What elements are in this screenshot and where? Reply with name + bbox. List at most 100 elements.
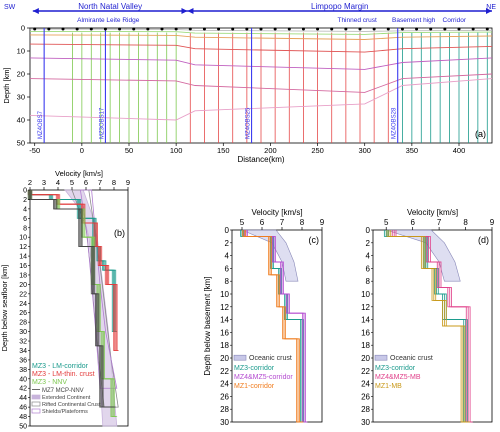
panel-label: (b) xyxy=(114,228,125,238)
y-tick-label: 18 xyxy=(19,272,27,279)
y-tick-label: 26 xyxy=(361,392,370,401)
legend-entry: MZ4&MZ5-corridor xyxy=(234,374,293,381)
y-tick-label: 50 xyxy=(17,139,25,148)
y-tick-label: 18 xyxy=(220,341,229,350)
legend-swatch xyxy=(233,354,247,361)
station-marker xyxy=(273,27,277,31)
plot-frame xyxy=(231,229,323,423)
panel-d: 5 6 7 8 9024681012141618202224262830Velocity… xyxy=(361,208,495,427)
velocity-profile xyxy=(244,230,304,423)
y-tick-label: 0 xyxy=(366,226,371,235)
feature-label: Almirante Leite Ridge xyxy=(77,17,140,24)
x-tick-label: 7 xyxy=(280,218,285,227)
y-tick-label: 4 xyxy=(225,252,230,261)
y-tick-label: 8 xyxy=(23,225,27,232)
station-marker xyxy=(47,27,51,31)
region-label: North Natal Valley xyxy=(78,2,142,11)
y-tick-label: 4 xyxy=(23,206,27,213)
region-arrowhead-left xyxy=(32,8,39,14)
y-tick-label: 30 xyxy=(361,418,370,427)
velocity-profile xyxy=(31,190,119,351)
y-tick-label: 30 xyxy=(220,418,229,427)
station-marker xyxy=(372,27,376,31)
end-label-ne: NE xyxy=(486,4,496,11)
station-marker xyxy=(217,27,221,31)
y-tick-label: 28 xyxy=(19,320,27,327)
layer-boundary xyxy=(29,34,493,40)
obs-label: MZ4OBS28 xyxy=(392,107,398,139)
x-tick-label: 200 xyxy=(264,146,277,155)
layer-boundary xyxy=(29,43,493,53)
station-marker xyxy=(386,27,390,31)
station-marker xyxy=(330,27,334,31)
y-tick-label: 40 xyxy=(19,376,27,383)
legend-swatch xyxy=(31,401,41,407)
x-tick-label: 5 xyxy=(240,218,245,227)
y-tick-label: 32 xyxy=(19,339,27,346)
station-marker xyxy=(231,27,235,31)
station-marker xyxy=(33,27,37,31)
legend-entry: Extended Continent xyxy=(42,395,91,401)
region-arrowhead-right xyxy=(486,8,492,14)
y-tick-label: 8 xyxy=(225,277,230,286)
station-marker xyxy=(358,27,362,31)
y-tick-label: 0 xyxy=(225,226,230,235)
y-tick-label: 6 xyxy=(366,264,371,273)
station-marker xyxy=(301,27,305,31)
y-tick-label: 30 xyxy=(19,329,27,336)
y-tick-label: 10 xyxy=(17,47,25,56)
velocity-profile xyxy=(390,230,471,423)
x-tick-label: 9 xyxy=(490,218,495,227)
y-tick-label: 0 xyxy=(21,24,25,33)
y-tick-label: 42 xyxy=(19,386,27,393)
x-tick-label: 5 xyxy=(70,178,74,187)
layer-boundary xyxy=(29,78,493,121)
legend-entry: MZ3 - NNV xyxy=(32,379,67,386)
x-tick-label: 300 xyxy=(358,146,371,155)
legend-entry: MZ3 - LM-corridor xyxy=(32,363,89,370)
obs-label: MZ3OBS17 xyxy=(99,107,105,139)
y-tick-label: 26 xyxy=(19,310,27,317)
y-tick-label: 40 xyxy=(17,116,25,125)
station-marker xyxy=(471,27,475,31)
velocity-envelope xyxy=(79,189,118,389)
x-tick-label: 6 xyxy=(260,218,265,227)
x-tick-label: 9 xyxy=(320,218,325,227)
station-marker xyxy=(259,27,263,31)
x-axis-label: Velocity [km/s] xyxy=(251,208,302,217)
y-tick-label: 28 xyxy=(361,405,370,414)
station-marker xyxy=(118,27,122,31)
legend-swatch xyxy=(374,354,388,361)
y-tick-label: 24 xyxy=(19,301,27,308)
y-tick-label: 8 xyxy=(366,277,371,286)
y-tick-label: 14 xyxy=(361,316,370,325)
y-tick-label: 24 xyxy=(220,380,229,389)
y-tick-label: 20 xyxy=(361,354,370,363)
y-tick-label: 6 xyxy=(225,264,230,273)
station-marker xyxy=(344,27,348,31)
y-tick-label: 20 xyxy=(220,354,229,363)
legend-entry: Rifted Continental Crust xyxy=(42,402,101,408)
y-tick-label: 28 xyxy=(220,405,229,414)
layer-boundary xyxy=(29,57,493,70)
feature-label: Thinned crust xyxy=(337,17,377,24)
panel-a: North Natal Valley Limpopo Margin SW NE Almi… xyxy=(2,2,496,164)
y-tick-label: 22 xyxy=(220,367,229,376)
x-tick-label: 100 xyxy=(170,146,183,155)
obs-label: MZ4OBS7 xyxy=(38,110,44,139)
legend-entry: MZ1-MB xyxy=(375,383,402,390)
station-marker xyxy=(400,27,404,31)
y-tick-label: 16 xyxy=(19,263,27,270)
y-tick-label: 50 xyxy=(19,424,27,431)
x-tick-label: -50 xyxy=(29,146,40,155)
plot-frame xyxy=(372,229,493,423)
panel-label: (a) xyxy=(475,129,486,139)
legend-entry: MZ4&MZ5-MB xyxy=(375,374,421,381)
y-tick-label: 6 xyxy=(23,216,27,223)
obs-label: MZ4OBS25 xyxy=(246,107,252,139)
y-tick-label: 16 xyxy=(220,328,229,337)
y-tick-label: 30 xyxy=(17,93,25,102)
panel-b: 2 3 4 5 6 7 8 902468101214161820222426283032343… xyxy=(0,169,130,431)
panel-label: (c) xyxy=(309,235,320,245)
